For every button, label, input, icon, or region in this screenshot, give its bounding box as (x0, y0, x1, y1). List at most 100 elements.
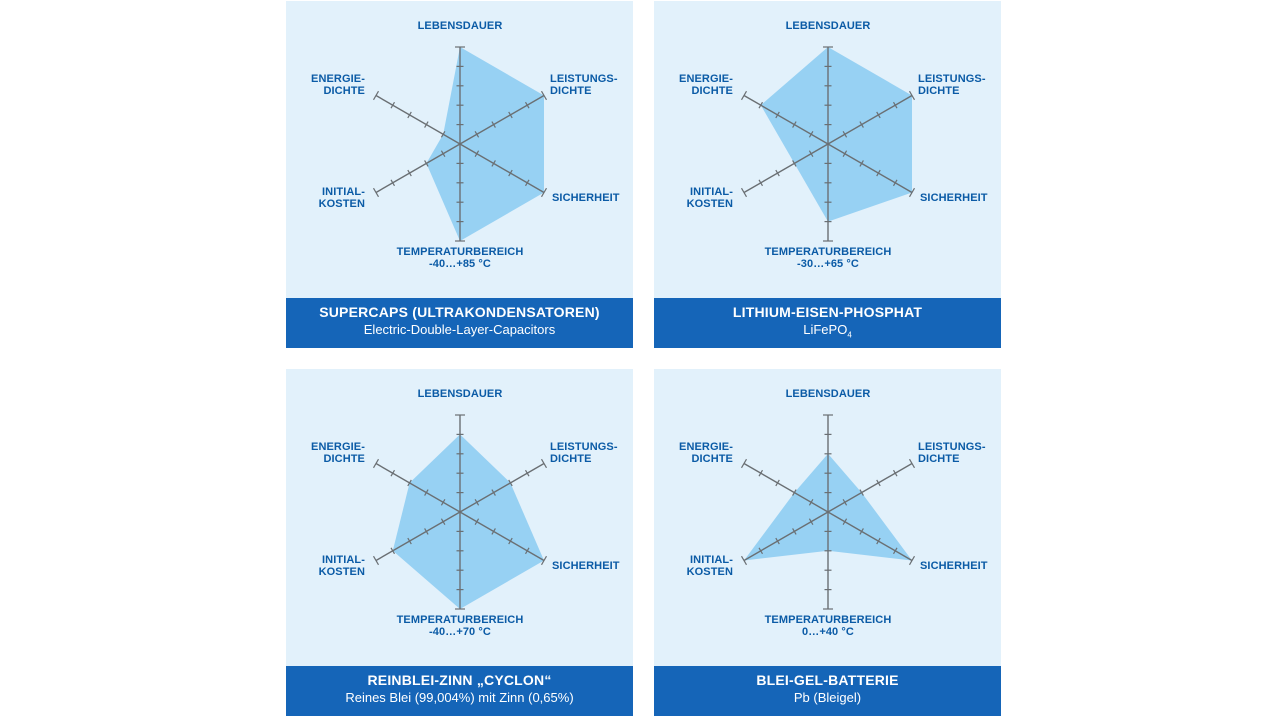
axis-label: ENERGIE-DICHTE (311, 73, 365, 97)
subtitle-main: LiFePO (803, 322, 848, 337)
axis-label: INITIAL-KOSTEN (319, 186, 366, 210)
axis-tick (758, 179, 764, 187)
axis-tick (792, 528, 797, 535)
axis-tick (859, 160, 864, 167)
axis-line (459, 462, 545, 513)
axis-line (827, 143, 913, 194)
axis-label: LEBENSDAUER (786, 20, 871, 32)
chart-subtitle: Electric-Double-Layer-Capacitors (363, 322, 556, 337)
axis-tick (474, 518, 480, 526)
axis-tick (440, 518, 446, 526)
chart-title: BLEI-GEL-BATTERIE (756, 672, 899, 688)
axis-tick (372, 458, 380, 469)
axis-tick (892, 469, 898, 477)
axis-line (827, 94, 913, 145)
axis-tick (775, 111, 780, 119)
axis-tick (842, 150, 848, 158)
axis-tick (508, 479, 513, 487)
chart-panel-supercaps: LEBENSDAUER LEISTUNGS-DICHTE SICHERHEIT TEM… (286, 1, 633, 348)
axis-label: SICHERHEIT (552, 560, 620, 572)
axis-line (827, 511, 913, 562)
axis-tick (842, 498, 848, 506)
radar-axis (827, 511, 916, 566)
axis-tick (859, 121, 864, 128)
axis-tick (908, 555, 916, 566)
axis-tick (491, 489, 496, 496)
axis-tick (808, 498, 814, 506)
radar-axis (455, 414, 465, 512)
axis-tick (876, 479, 881, 487)
axis-tick (540, 458, 548, 469)
axis-tick (390, 101, 396, 109)
axis-label: SICHERHEIT (920, 192, 988, 204)
axis-tick (740, 458, 748, 469)
axis-tick (876, 111, 881, 119)
chart-title: LITHIUM-EISEN-PHOSPHAT (732, 304, 923, 320)
caption-band: LITHIUM-EISEN-PHOSPHAT LiFePO4 (654, 298, 1001, 348)
axis-label: LEISTUNGS-DICHTE (550, 73, 618, 97)
chart-subtitle: Reines Blei (99,004%) mit Zinn (0,65%) (345, 690, 574, 705)
radar-axis (827, 90, 916, 145)
radar-axis (823, 414, 833, 512)
axis-label: ENERGIE-DICHTE (679, 441, 733, 465)
axis-line (459, 511, 545, 562)
axis-tick (424, 489, 429, 496)
radar-axis (740, 458, 829, 513)
chart-title: SUPERCAPS (ULTRAKONDENSATOREN) (319, 304, 600, 320)
axis-tick (908, 187, 916, 198)
axis-tick (407, 537, 412, 545)
axis-tick (407, 169, 412, 177)
axis-tick (372, 187, 380, 198)
axis-tick (474, 150, 480, 158)
axis-tick (524, 547, 530, 555)
axis-line (743, 94, 829, 145)
axis-line (743, 143, 829, 194)
radar-axis (372, 458, 461, 513)
chart-panel-lifepo4: LEBENSDAUER LEISTUNGS-DICHTE SICHERHEIT TEM… (654, 1, 1001, 348)
axis-tick (758, 547, 764, 555)
axis-label: TEMPERATURBEREICH -40…+85 °C (397, 246, 524, 270)
axis-tick (440, 150, 446, 158)
axis-tick (474, 130, 480, 138)
subtitle-subscript: 4 (847, 330, 852, 340)
axis-tick (792, 160, 797, 167)
axis-tick (792, 121, 797, 128)
caption-band: BLEI-GEL-BATTERIE Pb (Bleigel) (654, 666, 1001, 716)
radar-axis (823, 46, 833, 144)
chart-panel-cyclon: LEBENSDAUER LEISTUNGS-DICHTE SICHERHEIT TEM… (286, 369, 633, 716)
caption-band: REINBLEI-ZINN „CYCLON“ Reines Blei (99,0… (286, 666, 633, 716)
axis-tick (740, 555, 748, 566)
axis-label: ENERGIE-DICHTE (679, 73, 733, 97)
radar-axis (455, 144, 465, 242)
axis-tick (842, 130, 848, 138)
radar-axis (740, 90, 829, 145)
axis-tick (842, 518, 848, 526)
axis-tick (390, 179, 396, 187)
radar-axis (372, 90, 461, 145)
axis-tick (859, 528, 864, 535)
axis-tick (792, 489, 797, 496)
axis-label: INITIAL-KOSTEN (687, 186, 734, 210)
axis-label: LEISTUNGS-DICHTE (918, 73, 986, 97)
axis-label: TEMPERATURBEREICH -30…+65 °C (765, 246, 892, 270)
radar-axis (455, 46, 465, 144)
radar-axis (823, 144, 833, 242)
axis-tick (440, 498, 446, 506)
axis-label: INITIAL-KOSTEN (687, 554, 734, 578)
axis-line (743, 462, 829, 513)
radar-chart-cyclon: LEBENSDAUER LEISTUNGS-DICHTE SICHERHEIT TEM… (311, 388, 620, 638)
axis-line (375, 143, 461, 194)
radar-area (392, 434, 544, 609)
radar-axis (740, 143, 829, 198)
radar-axis (372, 511, 461, 566)
axis-tick (524, 101, 530, 109)
radar-area (760, 47, 912, 222)
axis-tick (524, 179, 530, 187)
radar-axis (455, 512, 465, 610)
axis-tick (407, 111, 412, 119)
axis-tick (775, 479, 780, 487)
axis-line (375, 94, 461, 145)
axis-tick (390, 547, 396, 555)
axis-tick (508, 111, 513, 119)
axis-tick (491, 160, 496, 167)
